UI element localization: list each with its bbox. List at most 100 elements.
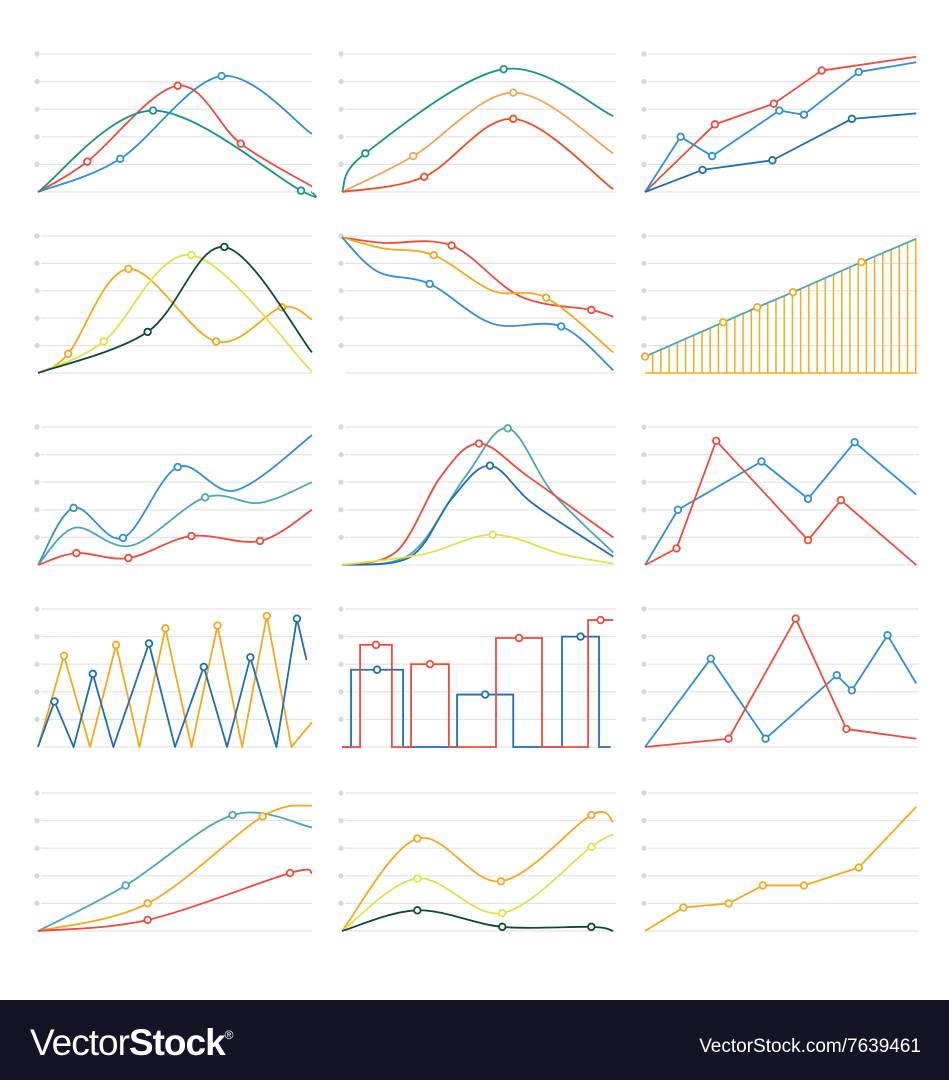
data-point-marker [847,114,857,124]
data-point-marker [144,639,154,648]
data-point-marker [718,318,728,327]
gridline-dot [34,507,40,513]
gridline-dot [34,288,40,294]
gridline-dot [641,507,647,513]
data-point-marker [474,439,484,448]
data-point-marker [509,114,518,124]
data-point-marker [372,665,382,674]
data-point-marker [761,734,770,743]
data-point-marker [72,548,81,558]
gridline-dot [34,900,40,907]
gridline-dot [338,534,344,541]
chart-2 [338,51,616,193]
gridline-dot [338,51,344,57]
data-point-marker [413,834,422,843]
data-point-marker [836,495,846,505]
data-point-marker [211,337,221,346]
data-point-marker [200,493,210,502]
gridline-dot [641,288,647,294]
data-point-marker [587,305,596,315]
gridline-dot [338,424,344,430]
gridline-dot [34,260,40,266]
gridline-dot [641,424,647,430]
series-line [644,237,917,358]
data-point-marker [143,915,152,925]
data-point-marker [285,868,295,878]
data-point-marker [420,172,429,182]
series-line [37,109,317,198]
chart-8 [338,424,616,566]
series-line [341,810,614,932]
gridline-dot [338,689,344,695]
data-point-marker [83,157,92,166]
series-line [37,254,313,374]
data-point-marker [698,165,707,175]
series-line [341,67,614,193]
gridline-dot [641,534,647,541]
data-point-marker [706,654,715,663]
data-point-marker [509,88,518,97]
data-point-marker [541,293,551,302]
data-point-marker [199,662,208,672]
gridline-dot [338,288,344,294]
gridline-dot [338,900,344,907]
data-point-marker [710,120,720,129]
series-line [37,481,313,566]
series-line [341,442,614,566]
series-line [37,246,313,374]
chart-1 [34,51,317,198]
chart-15 [641,790,919,932]
gridline-dot [641,106,647,112]
data-point-marker [228,810,237,820]
data-point-marker [587,810,596,820]
gridline-dot [641,689,647,695]
logo-text-thin: Vector [30,1022,130,1063]
data-point-marker [576,632,585,641]
gridline-dot [34,873,40,879]
data-point-marker [236,139,245,148]
data-point-marker [361,149,370,158]
data-point-marker [724,899,733,908]
data-point-marker [63,349,73,359]
series-line [37,615,313,748]
series-line [341,91,614,193]
gridline-dot [641,900,647,907]
data-point-marker [447,241,456,250]
data-point-marker [485,461,495,470]
data-point-marker [413,874,422,883]
data-point-marker [371,640,381,650]
data-point-marker [99,337,108,346]
gridline-dot [338,507,344,513]
data-point-marker [854,67,863,77]
gridline-dot [34,51,40,57]
data-point-marker [857,257,866,267]
data-point-marker [676,132,685,141]
data-point-marker [220,242,229,252]
series-line [644,441,917,566]
gridline-dot [641,873,647,879]
series-line [644,55,917,193]
data-point-marker [803,494,813,503]
gridline-dot [34,79,40,85]
data-point-marker [50,697,59,706]
data-point-marker [712,436,721,445]
gridline-dot [641,260,647,266]
data-point-marker [679,903,688,912]
gridline-dot [338,606,344,612]
data-point-marker [255,536,265,546]
gridline-dot [34,479,40,485]
chart-grid [34,51,919,932]
data-point-marker [788,287,798,297]
data-point-marker [246,653,255,662]
data-point-marker [707,151,717,161]
gridline-dot [34,424,40,430]
chart-10 [34,606,313,748]
series-line [644,439,917,566]
gridline-dot [641,661,647,667]
data-point-marker [124,264,133,274]
series-line [37,84,313,193]
footer-bar: VectorStock® VectorStock.com/7639461 [0,1000,949,1080]
data-point-marker [672,544,681,553]
gridline-dot [641,716,647,723]
gridline-dot [34,790,40,796]
